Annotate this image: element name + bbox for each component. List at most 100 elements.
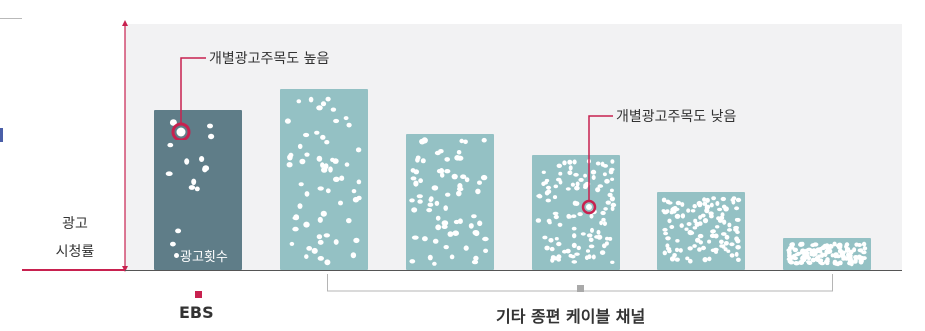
ad-dot [191, 178, 197, 185]
ad-dot [441, 220, 449, 226]
ad-dot [720, 196, 726, 202]
ad-dot [720, 212, 725, 218]
ad-dot [325, 96, 331, 102]
ad-dot [662, 250, 667, 256]
ad-dot [418, 178, 423, 184]
others-marker [577, 285, 584, 292]
ad-dot [170, 241, 176, 247]
ad-dot [558, 171, 563, 176]
ad-dot [710, 229, 716, 234]
ad-dot [857, 243, 862, 247]
ad-dot [431, 185, 439, 191]
ad-dot [317, 186, 324, 191]
ad-dot [600, 161, 605, 167]
ad-dot [303, 221, 310, 228]
ad-dot [717, 207, 723, 212]
ad-dot [861, 241, 867, 247]
ad-dot [304, 254, 309, 259]
ad-dot [702, 201, 708, 206]
ad-dot [324, 140, 330, 145]
ad-dot [678, 248, 683, 253]
ad-dot [574, 185, 580, 191]
ad-dot [552, 211, 559, 216]
ad-dot [207, 123, 213, 129]
bar-other-5 [783, 238, 871, 270]
ad-dot [471, 214, 477, 219]
ad-dot [175, 228, 182, 234]
ad-dot [862, 246, 868, 251]
ad-dot [787, 260, 793, 264]
ad-dot [723, 206, 729, 212]
ad-dot [711, 196, 716, 201]
ad-dot [545, 198, 551, 203]
ad-dot [832, 259, 838, 264]
ad-dot [546, 189, 552, 194]
ad-dot [857, 248, 863, 253]
ad-dot [847, 261, 853, 266]
ad-dot [603, 207, 608, 211]
ad-dot [556, 241, 562, 247]
ad-dot [692, 244, 697, 248]
ad-dot [729, 242, 735, 247]
ad-dot [194, 186, 200, 192]
ad-count-dot [174, 253, 179, 258]
ad-dot [604, 178, 610, 184]
ad-dot [818, 260, 823, 265]
ad-dot [303, 132, 310, 138]
ad-dot [557, 222, 563, 227]
ad-dot [667, 218, 672, 224]
ad-dot [662, 227, 668, 232]
ad-dot [304, 152, 310, 157]
ad-dot [708, 211, 714, 216]
ad-dot [730, 198, 735, 202]
ad-dot [298, 182, 304, 187]
ad-dot [432, 238, 439, 244]
ad-dot [321, 167, 328, 173]
ad-dot [480, 174, 488, 181]
low-attention-leader [581, 115, 613, 215]
ad-dot [410, 176, 417, 181]
ad-dot [434, 200, 440, 206]
bar-other-2 [406, 134, 494, 270]
ad-dot [419, 138, 426, 145]
ad-dot [715, 201, 720, 206]
ad-dot [314, 130, 320, 135]
ad-dot [287, 154, 293, 161]
ad-dot [541, 181, 546, 186]
ad-dot [297, 203, 303, 209]
ad-dot [596, 234, 603, 240]
ad-dot [605, 200, 611, 205]
ad-dot [565, 187, 571, 191]
ad-dot [696, 200, 703, 207]
ad-dot [316, 234, 323, 240]
ad-dot [427, 202, 434, 207]
ad-dot [811, 248, 817, 253]
ad-dot [316, 105, 323, 111]
ad-dot [422, 236, 428, 242]
ad-dot [721, 232, 727, 236]
ad-dot [684, 227, 689, 231]
ad-dot [810, 257, 817, 263]
ad-dot [202, 165, 210, 172]
ad-dot [420, 158, 426, 164]
ad-dot [417, 199, 423, 204]
x-axis-line [125, 270, 902, 271]
ad-dot [572, 233, 577, 239]
ad-dot [832, 241, 837, 247]
ad-dot [688, 230, 694, 236]
ad-dot [853, 255, 859, 260]
ad-dot [435, 215, 441, 221]
ad-dot [707, 256, 712, 262]
ad-dot [607, 192, 613, 198]
ad-dot [674, 213, 681, 219]
ad-dot [719, 239, 724, 244]
ad-dot [599, 220, 603, 226]
ad-dot [289, 241, 295, 246]
ad-dot [550, 255, 556, 260]
ad-dot [590, 227, 594, 233]
chart-plot-area [125, 24, 902, 270]
ad-dot [308, 96, 314, 103]
ad-dot [426, 208, 433, 213]
ad-dot [562, 160, 567, 166]
ad-dot [700, 213, 706, 218]
